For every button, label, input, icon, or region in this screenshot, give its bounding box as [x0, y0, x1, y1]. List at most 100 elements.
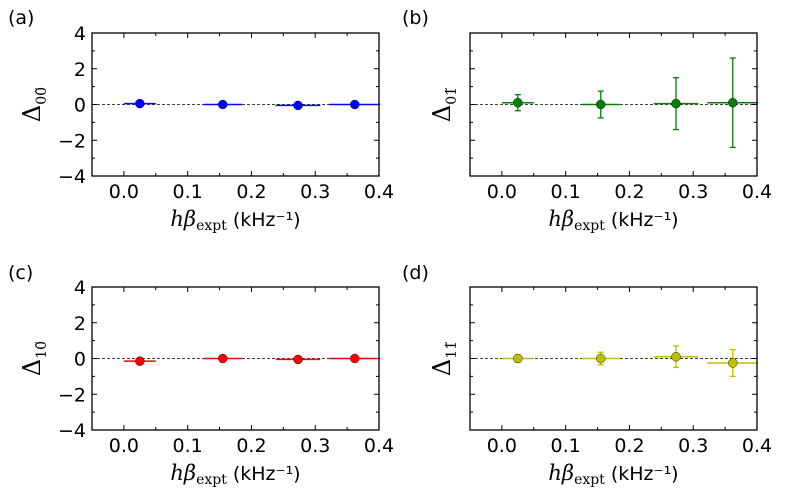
- x-axis-label: hβexpt (kHz⁻¹): [170, 207, 300, 234]
- data-marker: [513, 98, 523, 108]
- data-point-2: [581, 90, 620, 119]
- data-point-1: [123, 98, 156, 109]
- x-tick-label: 0.2: [236, 181, 266, 203]
- data-point-2: [581, 351, 620, 366]
- x-axis-label-units: (kHz⁻¹): [611, 463, 679, 485]
- data-marker: [218, 99, 228, 110]
- data-marker: [218, 353, 228, 364]
- x-tick-label: 0.1: [551, 435, 581, 457]
- x-axis-label-units: (kHz⁻¹): [233, 209, 301, 231]
- x-tick-label: 0.3: [678, 181, 708, 203]
- plot-frame: [91, 32, 380, 177]
- y-axis-label-symbol: Δ: [428, 105, 456, 122]
- plot-frame: [91, 286, 380, 431]
- data-marker: [596, 99, 606, 110]
- x-axis-label: hβexpt (kHz⁻¹): [548, 207, 678, 234]
- x-tick-label: 0.2: [614, 181, 644, 203]
- x-tick-label: 0.4: [364, 181, 394, 203]
- panel-d: (d) 0.0 0.1 0.2 0.3 0.4 hβexpt (kHz⁻¹) Δ11̃: [402, 262, 772, 488]
- y-tick-label: −4: [58, 166, 86, 188]
- data-point-1: [501, 353, 534, 364]
- data-point-1: [123, 356, 156, 366]
- x-axis-label: hβexpt (kHz⁻¹): [170, 461, 300, 488]
- x-tick-label: 0.0: [109, 181, 139, 203]
- x-axis-label-symbol: hβ: [548, 207, 574, 231]
- y-tick-label: −4: [58, 420, 86, 442]
- x-tick-label: 0.4: [364, 435, 394, 457]
- y-axis-label-symbol: Δ: [428, 359, 456, 376]
- data-point-4: [329, 99, 381, 110]
- y-axis-label-symbol: Δ: [18, 105, 46, 122]
- data-point-3: [275, 100, 321, 111]
- x-axis-label: hβexpt (kHz⁻¹): [548, 461, 678, 488]
- data-point-3: [275, 354, 321, 365]
- data-marker: [728, 358, 738, 368]
- data-marker: [350, 353, 360, 364]
- data-point-1: [501, 94, 534, 112]
- y-tick-label: 0: [74, 349, 86, 371]
- y-axis-label-subscript: 11̃: [444, 341, 460, 359]
- data-marker: [671, 352, 681, 362]
- x-axis-label-symbol: hβ: [548, 461, 574, 485]
- y-axis-label-symbol: Δ: [18, 359, 46, 376]
- data-point-4: [329, 353, 381, 364]
- y-axis-label-subscript: 10̃: [34, 341, 50, 359]
- panel-label: (a): [8, 7, 34, 29]
- x-tick-label: 0.0: [487, 181, 517, 203]
- data-marker: [293, 100, 303, 111]
- data-point-3: [653, 77, 699, 131]
- data-marker: [671, 98, 681, 109]
- y-tick-label: 2: [74, 59, 86, 81]
- x-tick-label: 0.3: [300, 435, 330, 457]
- data-marker: [293, 354, 303, 365]
- data-marker: [135, 98, 145, 109]
- y-axis-label-subscript: 01̃: [444, 87, 460, 105]
- x-tick-label: 0.4: [742, 435, 772, 457]
- x-axis-label-subscript: expt: [196, 218, 227, 234]
- data-marker: [596, 353, 606, 364]
- data-point-2: [203, 99, 242, 110]
- plot-frame: [469, 32, 758, 177]
- y-tick-label: 4: [74, 23, 86, 45]
- x-tick-label: 0.4: [742, 181, 772, 203]
- x-tick-label: 0.1: [551, 181, 581, 203]
- x-tick-label: 0.3: [678, 435, 708, 457]
- data-marker: [350, 99, 360, 110]
- x-axis-label-subscript: expt: [574, 218, 605, 234]
- x-axis-label-symbol: hβ: [170, 207, 196, 231]
- y-tick-label: 4: [74, 277, 86, 299]
- y-axis-label: Δ00̃: [18, 87, 50, 122]
- x-tick-label: 0.1: [173, 435, 203, 457]
- data-point-4: [707, 348, 759, 378]
- y-axis-label: Δ11̃: [428, 341, 460, 376]
- panel-label: (d): [402, 262, 429, 284]
- x-tick-label: 0.0: [109, 435, 139, 457]
- y-axis-label: Δ10̃: [18, 341, 50, 376]
- y-tick-label: −2: [58, 384, 86, 406]
- panel-label: (b): [402, 7, 429, 29]
- y-tick-label: 0: [74, 95, 86, 117]
- x-tick-label: 0.0: [487, 435, 517, 457]
- x-axis-label-units: (kHz⁻¹): [611, 209, 679, 231]
- x-tick-label: 0.3: [300, 181, 330, 203]
- data-point-3: [653, 345, 699, 369]
- data-marker: [728, 98, 738, 108]
- x-axis-label-subscript: expt: [574, 472, 605, 488]
- panel-c: (c) −4 −2 0 2 4 0.0 0.1 0.2 0.3 0.4 hβexpt (kHz⁻¹) Δ1…: [8, 262, 394, 488]
- x-tick-label: 0.1: [173, 181, 203, 203]
- panel-a: (a) −4 −2 0 2 4 0.0 0.1 0.2 0.3 0.4 hβexpt (kHz⁻¹) Δ0…: [8, 7, 394, 234]
- y-tick-label: 2: [74, 313, 86, 335]
- x-tick-label: 0.2: [614, 435, 644, 457]
- x-axis-label-subscript: expt: [196, 472, 227, 488]
- y-tick-label: −2: [58, 130, 86, 152]
- y-axis-label: Δ01̃: [428, 87, 460, 122]
- y-axis-label-subscript: 00̃: [34, 87, 50, 105]
- panel-b: (b) 0.0 0.1 0.2 0.3 0.4 hβexpt (kHz⁻¹) Δ01̃: [402, 7, 772, 234]
- x-tick-label: 0.2: [236, 435, 266, 457]
- data-point-2: [203, 353, 242, 364]
- data-point-4: [707, 57, 759, 149]
- panel-label: (c): [8, 262, 33, 284]
- data-marker: [135, 356, 145, 366]
- x-axis-label-units: (kHz⁻¹): [233, 463, 301, 485]
